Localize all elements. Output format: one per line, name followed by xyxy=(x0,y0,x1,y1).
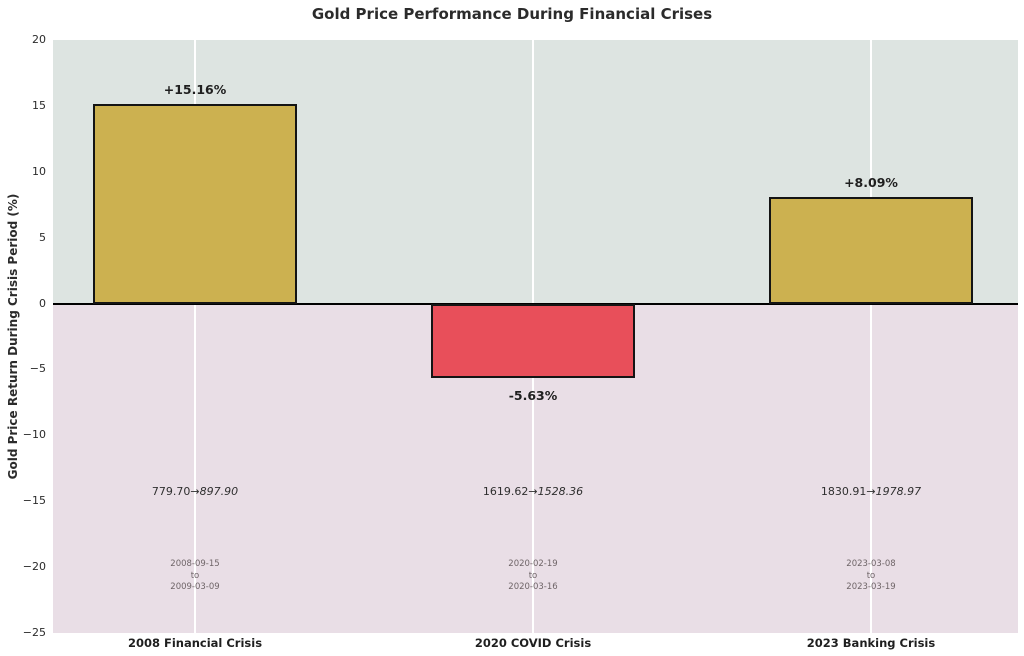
y-tick-label: 10 xyxy=(32,164,46,178)
price-end: 1978.97 xyxy=(875,485,922,498)
bar-value-label: +8.09% xyxy=(844,174,898,190)
chart-title: Gold Price Performance During Financial … xyxy=(311,5,713,23)
y-tick-label: 0 xyxy=(39,296,46,310)
vertical-gridline xyxy=(194,40,196,633)
bar-value-label: +15.16% xyxy=(163,81,227,97)
crisis-date-range: 2008-09-15 to 2009-03-09 xyxy=(115,559,275,594)
y-tick-label: −10 xyxy=(22,428,46,442)
date-line: to xyxy=(528,570,538,581)
date-line: to xyxy=(866,570,876,581)
crisis-date-range: 2020-02-19 to 2020-03-16 xyxy=(453,559,613,594)
x-tick-label: 2008 Financial Crisis xyxy=(127,636,263,650)
date-line: 2023-03-19 xyxy=(846,582,896,592)
plot-area: +15.16% 779.70→897.90 2008-09-15 to 2009-03-… xyxy=(53,40,1018,633)
bar-2023-banking-crisis xyxy=(769,196,973,304)
price-change-annotation: 779.70→897.90 xyxy=(75,485,315,498)
crisis-date-range: 2023-03-08 to 2023-03-19 xyxy=(791,559,951,594)
y-tick-label: −15 xyxy=(22,494,46,508)
price-change-annotation: 1619.62→1528.36 xyxy=(413,485,653,498)
y-tick-label: 20 xyxy=(32,33,46,46)
price-start: 1619.62→ xyxy=(482,485,538,498)
price-end: 1528.36 xyxy=(537,485,584,498)
y-tick-label: 5 xyxy=(39,230,46,244)
date-line: 2020-03-16 xyxy=(508,582,558,592)
x-tick-label: 2020 COVID Crisis xyxy=(474,636,592,650)
date-line: 2023-03-08 xyxy=(846,559,896,569)
y-axis-label: Gold Price Return During Crisis Period (… xyxy=(6,193,20,480)
price-change-annotation: 1830.91→1978.97 xyxy=(751,485,991,498)
y-tick-label: 15 xyxy=(32,98,46,112)
price-end: 897.90 xyxy=(199,485,239,498)
vertical-gridline xyxy=(870,40,872,633)
bar-2008-financial-crisis xyxy=(93,103,297,304)
y-tick-label: −20 xyxy=(22,560,46,574)
date-line: 2008-09-15 xyxy=(170,559,220,569)
price-start: 779.70→ xyxy=(151,485,200,498)
bar-2020-covid-crisis xyxy=(431,303,635,378)
bar-value-label: -5.63% xyxy=(508,387,558,403)
y-tick-label: −5 xyxy=(29,362,46,376)
date-line: to xyxy=(190,570,200,581)
x-tick-label: 2023 Banking Crisis xyxy=(806,636,936,650)
date-line: 2009-03-09 xyxy=(170,582,220,592)
price-start: 1830.91→ xyxy=(820,485,876,498)
date-line: 2020-02-19 xyxy=(508,559,558,569)
y-tick-label: −25 xyxy=(22,626,46,639)
